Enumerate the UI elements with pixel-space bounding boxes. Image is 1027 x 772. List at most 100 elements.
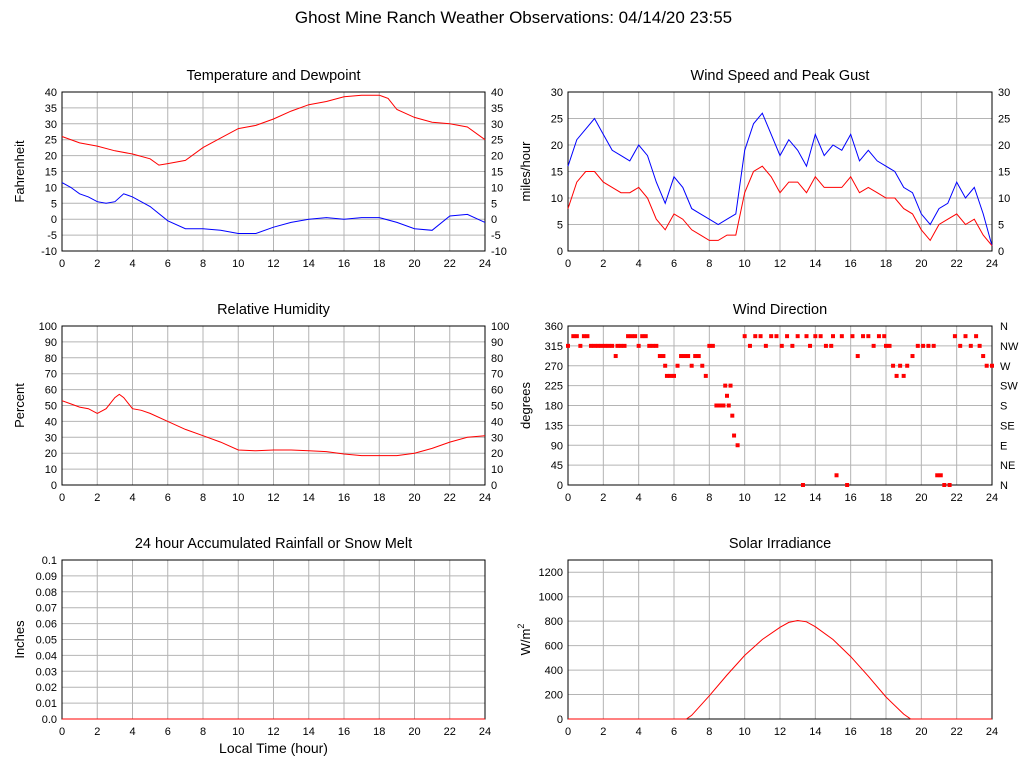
- y-tick-label: 0.09: [36, 571, 57, 583]
- data-point: [882, 334, 887, 339]
- y-tick-label: 30: [551, 87, 563, 99]
- x-tick-label: 0: [565, 726, 571, 738]
- y-tick-label-right: 20: [491, 448, 503, 460]
- x-tick-label: 12: [267, 258, 279, 270]
- compass-label: SW: [1000, 381, 1018, 393]
- data-point: [696, 354, 701, 359]
- x-tick-label: 8: [706, 258, 712, 270]
- data-point: [610, 343, 615, 348]
- data-point: [742, 334, 747, 339]
- data-point: [804, 334, 809, 339]
- y-tick-label: 0.06: [36, 619, 57, 631]
- data-point: [915, 343, 920, 348]
- y-tick-label: 40: [45, 416, 57, 428]
- data-point: [753, 334, 758, 339]
- data-point: [592, 343, 597, 348]
- page-title: Ghost Mine Ranch Weather Observations: 0…: [294, 8, 733, 27]
- data-point: [947, 483, 952, 487]
- y-tick-label: 360: [545, 321, 563, 333]
- data-point: [935, 473, 940, 478]
- y-tick-label: 25: [45, 135, 57, 147]
- x-tick-label: 24: [479, 726, 491, 738]
- x-tick-label: 10: [232, 492, 244, 504]
- data-point: [732, 433, 737, 438]
- y-tick-label: 225: [545, 381, 563, 393]
- data-point: [884, 343, 888, 348]
- data-point: [850, 334, 855, 339]
- compass-label: S: [1000, 401, 1007, 413]
- data-point: [622, 343, 627, 348]
- x-tick-label: 20: [915, 492, 927, 504]
- data-point: [834, 473, 839, 478]
- x-tick-label: 24: [479, 492, 491, 504]
- x-tick-label: 2: [94, 258, 100, 270]
- plot-frame: [567, 559, 993, 720]
- y-tick-label: 200: [545, 690, 563, 702]
- y-tick-label: 60: [45, 385, 57, 397]
- data-point: [588, 343, 593, 348]
- x-tick-label: 20: [915, 258, 927, 270]
- data-point: [891, 363, 896, 368]
- data-point: [615, 343, 620, 348]
- y-tick-label: 0.04: [36, 650, 57, 662]
- data-point: [661, 354, 666, 359]
- x-tick-label: 4: [129, 492, 135, 504]
- x-tick-label: 22: [444, 258, 456, 270]
- y-tick-label-right: 10: [998, 193, 1010, 205]
- x-tick-label: 0: [59, 726, 65, 738]
- data-point: [779, 343, 784, 348]
- y-tick-label: 0: [51, 480, 57, 492]
- x-tick-label: 22: [951, 726, 963, 738]
- x-tick-label: 2: [600, 258, 606, 270]
- data-point: [606, 343, 611, 348]
- data-point: [829, 343, 834, 348]
- data-point: [585, 334, 590, 339]
- data-point: [663, 363, 668, 368]
- y-tick-label-right: 60: [491, 385, 503, 397]
- y-tick-label: 20: [45, 151, 57, 163]
- x-tick-label: 4: [636, 258, 642, 270]
- y-tick-label-right: 90: [491, 337, 503, 349]
- data-point: [657, 354, 662, 359]
- data-point: [650, 343, 655, 348]
- data-point: [571, 334, 576, 339]
- x-tick-label: 2: [600, 492, 606, 504]
- compass-label: N: [1000, 480, 1008, 492]
- x-tick-label: 14: [303, 726, 315, 738]
- x-tick-label: 14: [303, 258, 315, 270]
- x-tick-label: 20: [408, 726, 420, 738]
- y-tick-label-right: 80: [491, 353, 503, 365]
- x-tick-label: 10: [739, 492, 751, 504]
- data-point: [721, 403, 726, 408]
- data-point: [808, 343, 813, 348]
- chart-title: 24 hour Accumulated Rainfall or Snow Mel…: [135, 536, 412, 552]
- data-point: [910, 354, 915, 359]
- y-tick-label: 30: [45, 119, 57, 131]
- x-tick-label: 0: [59, 492, 65, 504]
- x-tick-label: 18: [373, 258, 385, 270]
- y-tick-label: 0: [557, 714, 563, 726]
- data-point: [599, 343, 604, 348]
- y-tick-label: 90: [551, 440, 563, 452]
- x-tick-label: 12: [267, 726, 279, 738]
- data-point: [723, 383, 728, 388]
- data-point: [679, 354, 684, 359]
- x-tick-label: 2: [600, 726, 606, 738]
- data-point: [952, 334, 957, 339]
- y-axis-label: Fahrenheit: [12, 140, 27, 203]
- x-tick-label: 18: [880, 726, 892, 738]
- series-line-1: [567, 112, 993, 246]
- data-point: [901, 373, 906, 378]
- data-point: [710, 343, 715, 348]
- x-tick-label: 6: [165, 492, 171, 504]
- x-tick-label: 6: [671, 258, 677, 270]
- data-point: [725, 393, 729, 398]
- data-point: [871, 343, 876, 348]
- data-point: [668, 373, 673, 378]
- data-point: [763, 343, 768, 348]
- y-tick-label: 1200: [539, 567, 563, 579]
